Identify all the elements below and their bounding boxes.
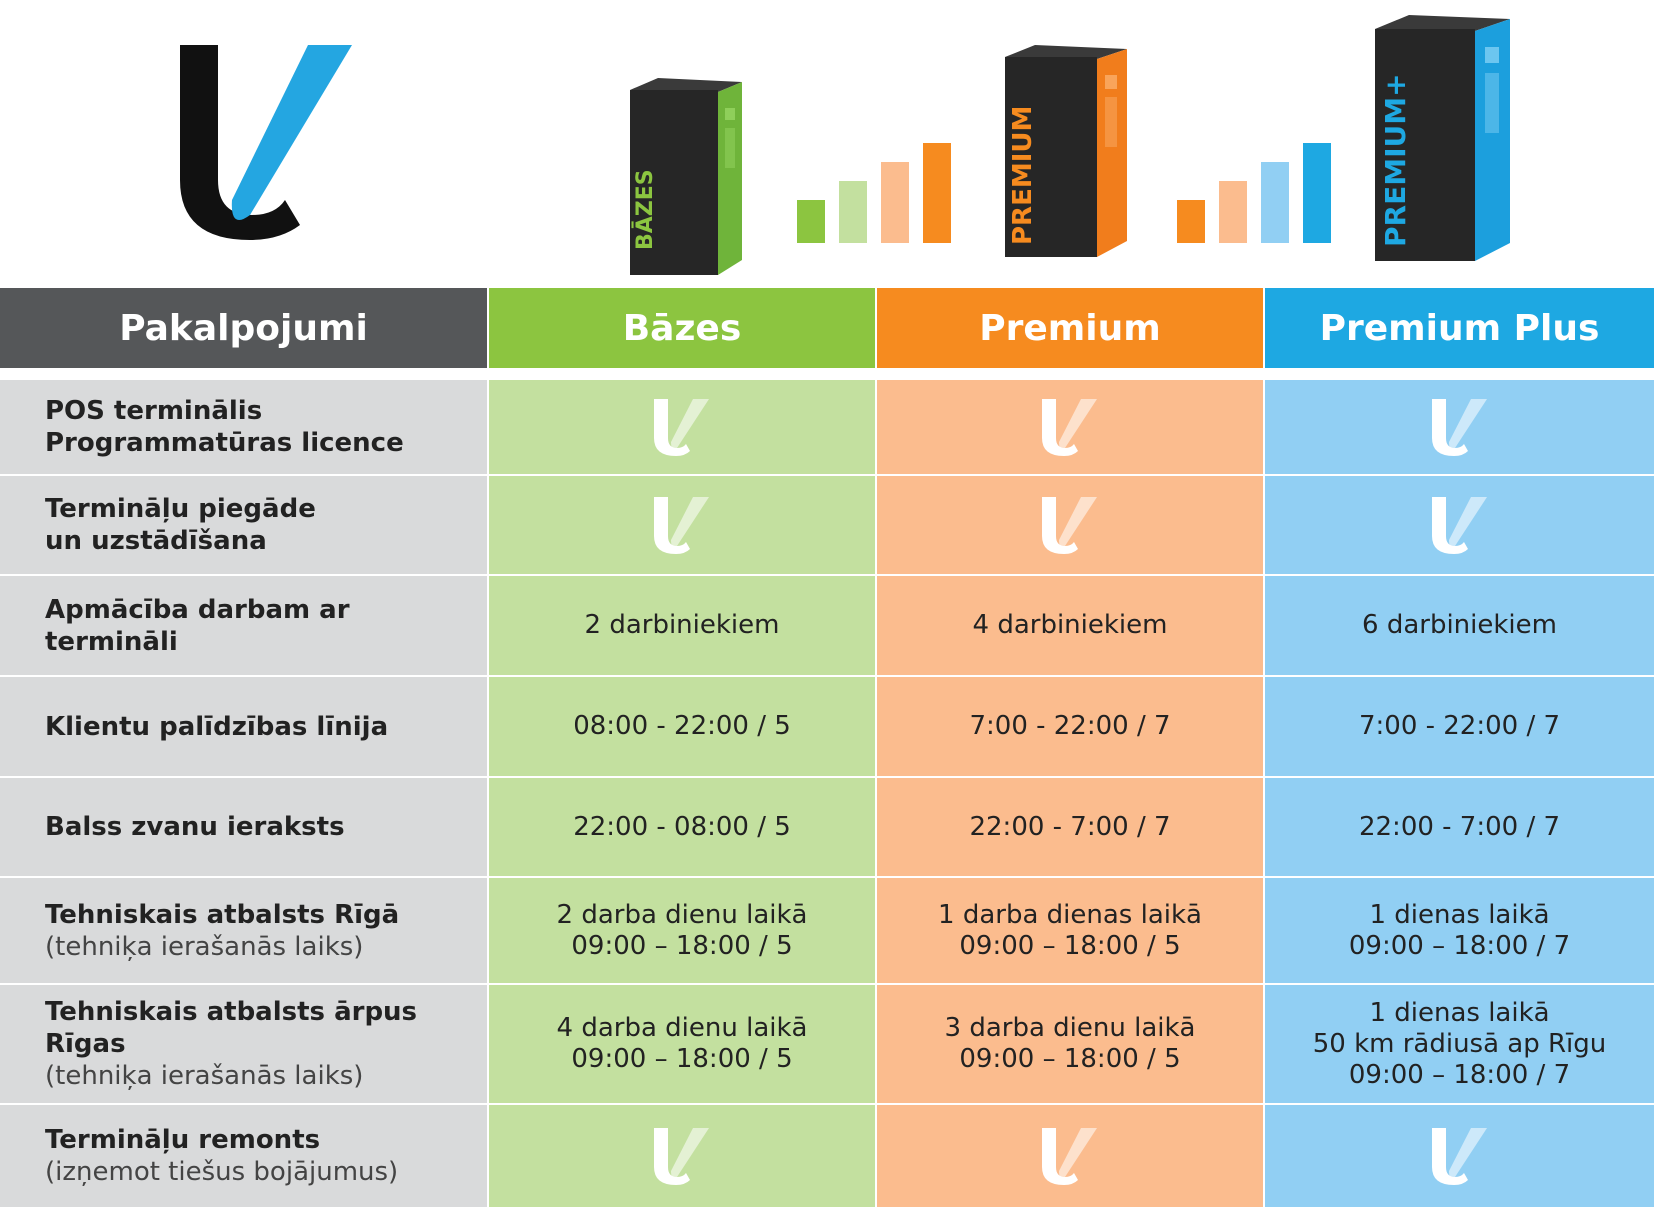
premium-value-cell xyxy=(877,476,1263,574)
service-cell: POS terminālis Programmatūras licence xyxy=(0,380,487,474)
service-cell: Tehniskais atbalsts Rīgā (tehniķa ierašan… xyxy=(0,878,487,983)
check-icon xyxy=(1431,497,1487,554)
value-line: 09:00 – 18:00 / 5 xyxy=(571,930,793,961)
premium-value-cell: 7:00 - 22:00 / 7 xyxy=(877,677,1263,776)
check-icon xyxy=(1431,1128,1487,1185)
check-icon xyxy=(654,399,709,456)
check-icon xyxy=(654,497,709,554)
basic-product-box: BĀZES xyxy=(630,78,742,275)
header-basic: Bāzes xyxy=(489,288,875,368)
check-icon xyxy=(654,1128,709,1185)
value-line: 7:00 - 22:00 / 7 xyxy=(969,711,1171,741)
premium-plus-value-cell: 22:00 - 7:00 / 7 xyxy=(1265,778,1654,876)
tier-bars-1 xyxy=(797,143,951,243)
premium-value-cell: 22:00 - 7:00 / 7 xyxy=(877,778,1263,876)
service-name: Programmatūras licence xyxy=(45,428,404,458)
check-icon xyxy=(1042,1128,1097,1185)
service-name: Tehniskais atbalsts Rīgā xyxy=(45,899,400,930)
service-name: POS terminālis xyxy=(45,396,263,426)
premium-value-cell xyxy=(877,1105,1263,1207)
service-note: (tehniķa ierašanās laiks) xyxy=(45,1061,364,1091)
value-line: 09:00 – 18:00 / 5 xyxy=(571,1044,793,1074)
service-name: Termināļu piegāde xyxy=(45,494,316,524)
service-cell: Termināļu piegāde un uzstādīšana xyxy=(0,476,487,574)
basic-value-cell xyxy=(489,380,875,474)
value-line: 09:00 – 18:00 / 5 xyxy=(959,1044,1181,1074)
service-name: Apmācība darbam ar termināli xyxy=(45,594,350,657)
premium-plus-value-cell: 6 darbiniekiem xyxy=(1265,576,1654,675)
value-line: 2 darba dienu laikā xyxy=(556,899,808,930)
value-line: 1 dienas laikā xyxy=(1369,997,1550,1028)
header-premium-plus: Premium Plus xyxy=(1265,288,1654,368)
value-line: 22:00 - 7:00 / 7 xyxy=(1358,811,1561,842)
basic-value-cell: 22:00 - 08:00 / 5 xyxy=(489,778,875,876)
basic-value-cell xyxy=(489,1105,875,1207)
service-cell: Termināļu remonts (izņemot tiešus bojājum… xyxy=(0,1105,487,1207)
basic-box-label: BĀZES xyxy=(632,169,658,250)
service-cell: Balss zvanu ieraksts xyxy=(0,778,487,876)
premium-plus-value-cell xyxy=(1265,476,1654,574)
value-line: 1 dienas laikā xyxy=(1369,899,1550,930)
premium-product-box: PREMIUM xyxy=(1005,45,1127,257)
value-line: 50 km rādiusā ap Rīgu xyxy=(1312,1028,1607,1059)
premium-plus-product-box: PREMIUM+ xyxy=(1375,15,1510,261)
basic-value-cell: 2 darbiniekiem xyxy=(489,576,875,675)
value-line: 6 darbiniekiem xyxy=(1362,610,1557,640)
service-cell: Klientu palīdzības līnija xyxy=(0,677,487,776)
service-name: Termināļu remonts xyxy=(45,1125,321,1155)
service-name: Klientu palīdzības līnija xyxy=(45,711,389,742)
premium-value-cell: 3 darba dienu laikā 09:00 – 18:00 / 5 xyxy=(877,985,1263,1103)
basic-value-cell xyxy=(489,476,875,574)
service-name: Tehniskais atbalsts ārpus Rīgas xyxy=(45,997,418,1059)
service-cell: Apmācība darbam ar termināli xyxy=(0,576,487,675)
service-name: Balss zvanu ieraksts xyxy=(45,812,345,842)
hero-banner: BĀZES PREMIUM PREMIUM+ xyxy=(0,0,1654,288)
premium-value-cell: 4 darbiniekiem xyxy=(877,576,1263,675)
basic-value-cell: 2 darba dienu laikā 09:00 – 18:00 / 5 xyxy=(489,878,875,983)
premium-value-cell: 1 darba dienas laikā 09:00 – 18:00 / 5 xyxy=(877,878,1263,983)
value-line: 08:00 - 22:00 / 5 xyxy=(573,711,791,741)
premium-box-label: PREMIUM xyxy=(1008,106,1038,245)
header-services: Pakalpojumi xyxy=(0,288,487,368)
basic-value-cell: 08:00 - 22:00 / 5 xyxy=(489,677,875,776)
value-line: 09:00 – 18:00 / 5 xyxy=(959,930,1181,961)
tier-bars-2 xyxy=(1177,143,1331,243)
header-premium: Premium xyxy=(877,288,1263,368)
basic-value-cell: 4 darba dienu laikā 09:00 – 18:00 / 5 xyxy=(489,985,875,1103)
check-icon xyxy=(1042,399,1097,456)
value-line: 22:00 - 7:00 / 7 xyxy=(969,811,1171,842)
value-line: 2 darbiniekiem xyxy=(584,610,780,640)
check-icon xyxy=(1042,497,1097,554)
comparison-table: Pakalpojumi Bāzes Premium Premium Plus P… xyxy=(0,288,1654,1207)
premium-plus-value-cell: 7:00 - 22:00 / 7 xyxy=(1265,677,1654,776)
service-note: (izņemot tiešus bojājumus) xyxy=(45,1157,399,1187)
premium-value-cell xyxy=(877,380,1263,474)
value-line: 1 darba dienas laikā xyxy=(938,899,1202,930)
service-cell: Tehniskais atbalsts ārpus Rīgas (tehniķa … xyxy=(0,985,487,1103)
check-icon xyxy=(1431,399,1487,456)
value-line: 3 darba dienu laikā xyxy=(944,1013,1196,1043)
premium-plus-value-cell: 1 dienas laikā 09:00 – 18:00 / 7 xyxy=(1265,878,1654,983)
value-line: 4 darba dienu laikā xyxy=(556,1013,808,1043)
premium-plus-value-cell xyxy=(1265,380,1654,474)
brand-logo xyxy=(180,45,352,240)
value-line: 09:00 – 18:00 / 7 xyxy=(1348,1059,1571,1090)
service-name: un uzstādīšana xyxy=(45,526,267,556)
service-note: (tehniķa ierašanās laiks) xyxy=(45,931,364,962)
value-line: 4 darbiniekiem xyxy=(972,610,1168,640)
premium-plus-value-cell xyxy=(1265,1105,1654,1207)
value-line: 7:00 - 22:00 / 7 xyxy=(1358,711,1561,741)
value-line: 09:00 – 18:00 / 7 xyxy=(1348,930,1571,961)
premium-plus-value-cell: 1 dienas laikā 50 km rādiusā ap Rīgu 09:00… xyxy=(1265,985,1654,1103)
value-line: 22:00 - 08:00 / 5 xyxy=(573,811,791,842)
premium-plus-box-label: PREMIUM+ xyxy=(1379,73,1412,247)
